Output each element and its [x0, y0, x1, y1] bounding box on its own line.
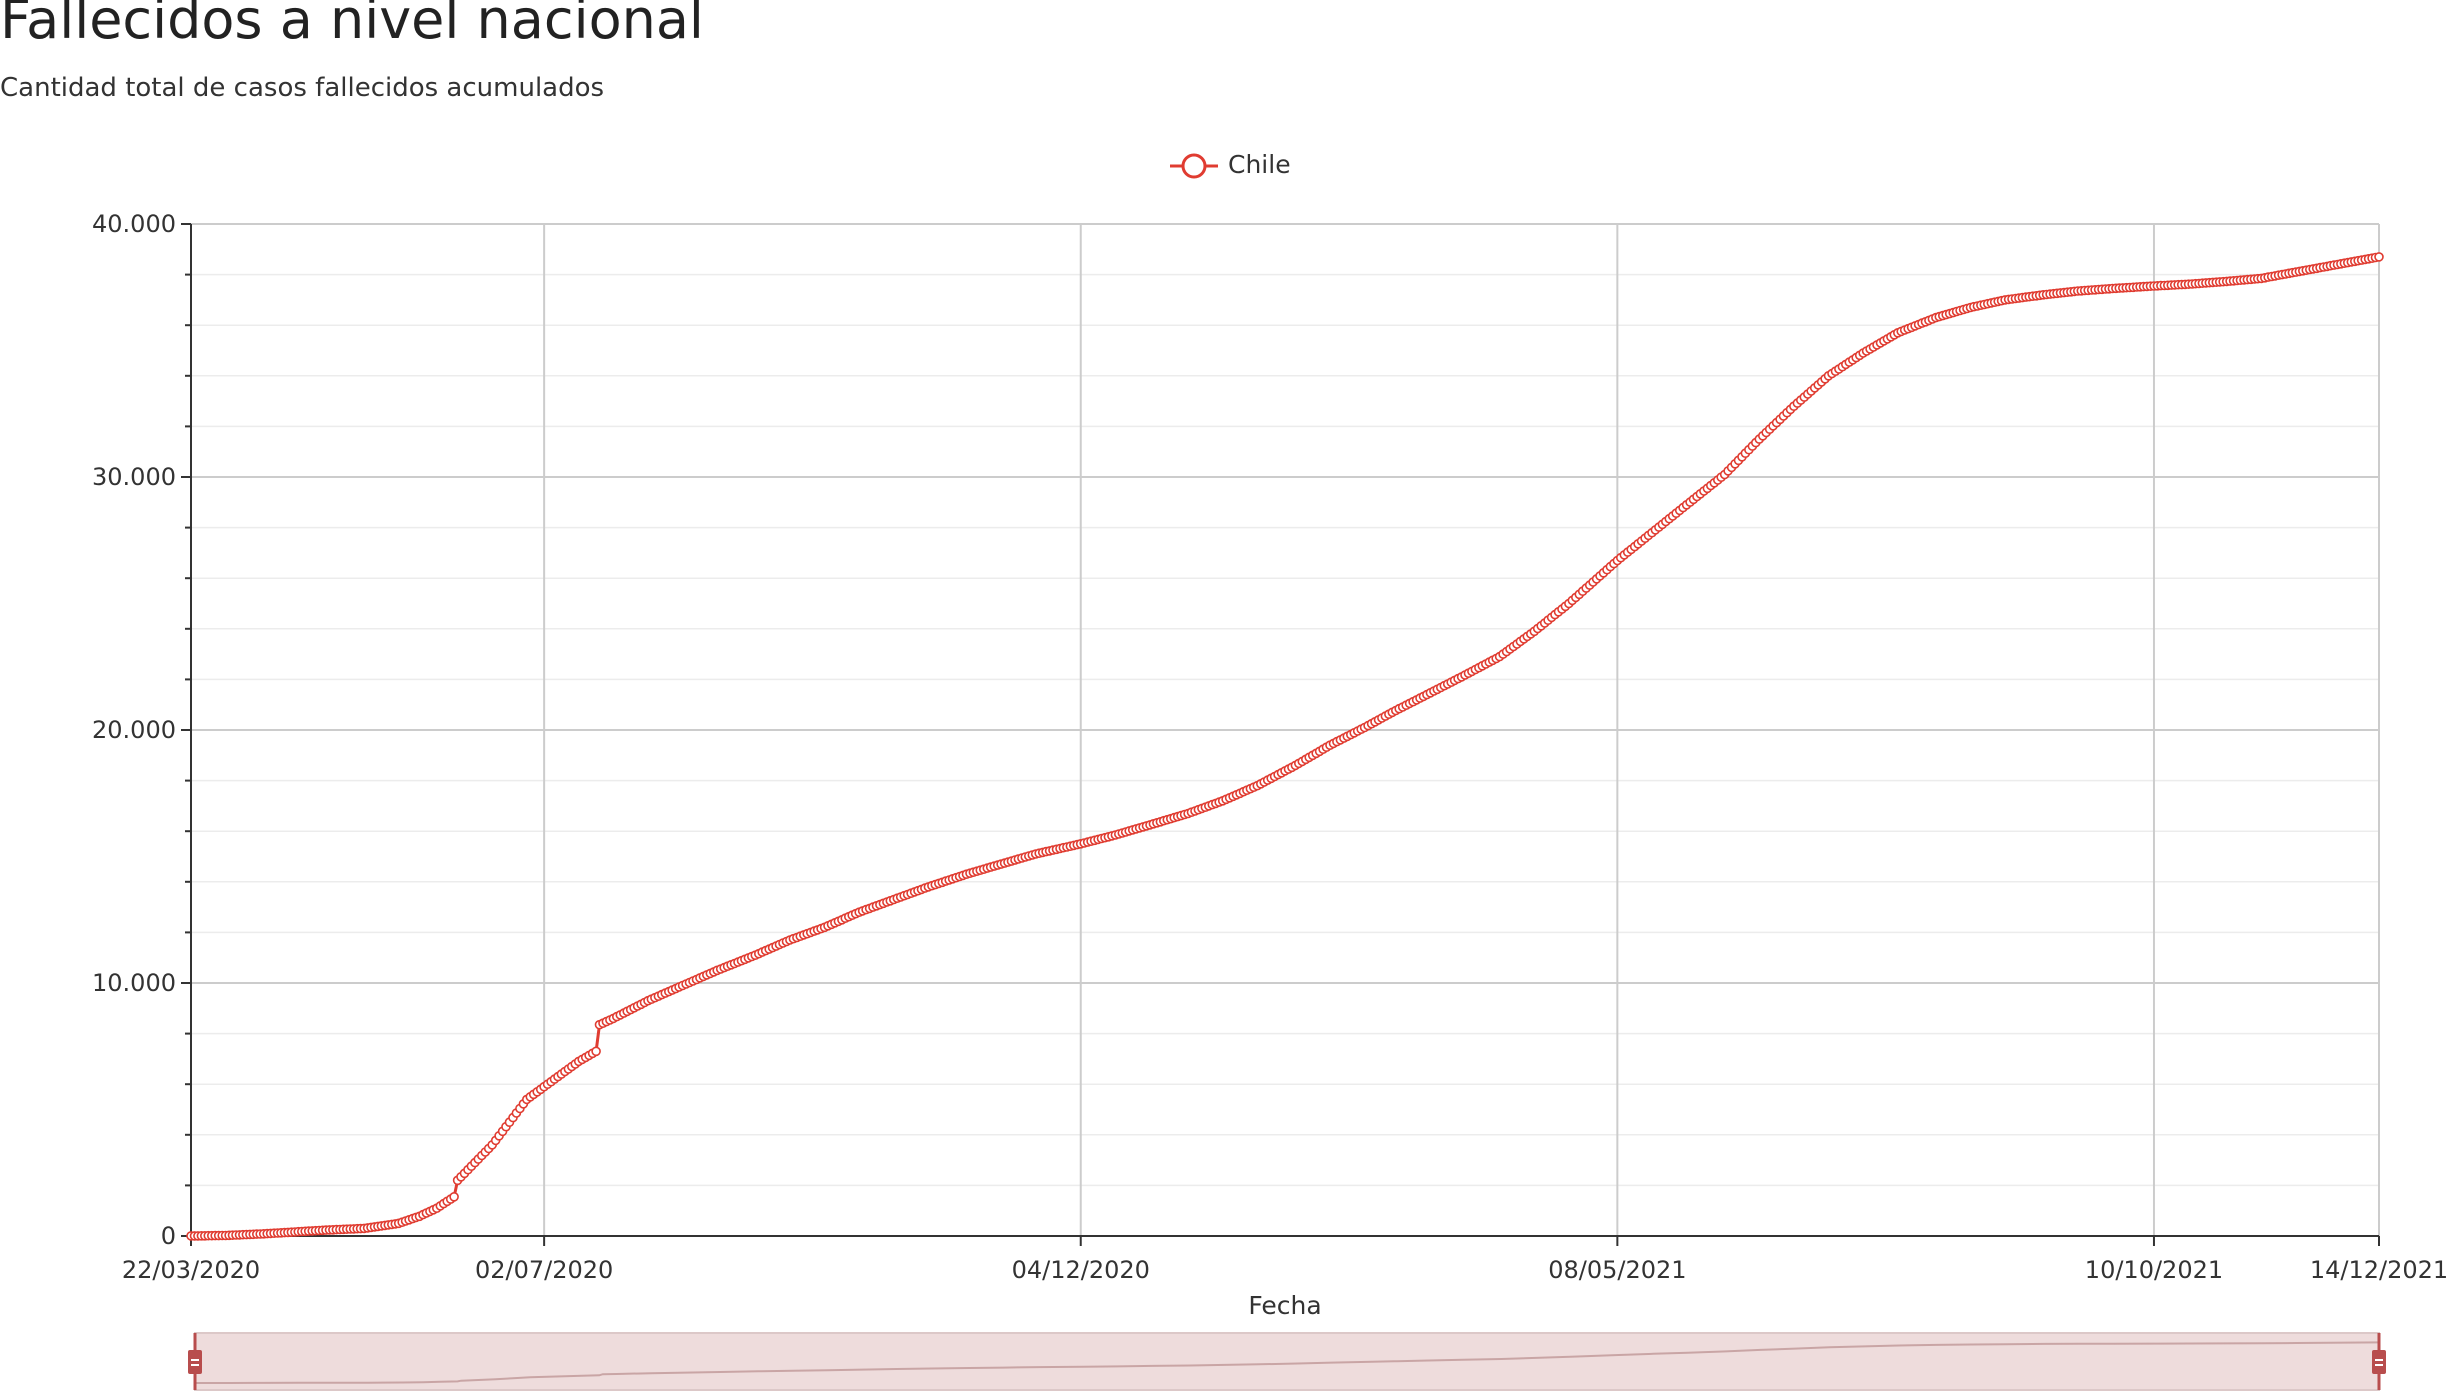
x-tick-label: 04/12/2020	[1012, 1256, 1150, 1284]
y-tick-label: 0	[161, 1222, 176, 1250]
x-tick-label: 02/07/2020	[475, 1256, 613, 1284]
x-axis-ticks: 22/03/2020 02/07/2020 04/12/2020 08/05/2021…	[122, 1236, 2448, 1284]
data-point	[591, 1046, 601, 1057]
series-line-chile	[190, 255, 2380, 1238]
legend-marker	[1181, 153, 1207, 179]
zoom-handle-left[interactable]	[188, 1333, 202, 1390]
zoom-slider-track[interactable]	[194, 1332, 2380, 1391]
series-chile	[186, 252, 2384, 1241]
x-tick-label: 22/03/2020	[122, 1256, 260, 1284]
data-zoom-slider[interactable]	[188, 1332, 2386, 1391]
y-tick-label: 30.000	[92, 463, 176, 491]
x-axis-title: Fecha	[1248, 1291, 1321, 1320]
legend[interactable]: Chile	[1170, 150, 1291, 179]
legend-label-chile: Chile	[1228, 150, 1291, 179]
zoom-handle-right[interactable]	[2372, 1333, 2386, 1390]
x-tick-label: 14/12/2021	[2310, 1256, 2448, 1284]
zoom-preview-line	[195, 1341, 2380, 1384]
x-tick-label: 08/05/2021	[1548, 1256, 1686, 1284]
y-tick-label: 40.000	[92, 210, 176, 238]
y-axis-ticks: 0 10.000 20.000 30.000 40.000	[92, 210, 191, 1250]
grid-lines	[191, 223, 2380, 1237]
data-point	[449, 1192, 459, 1202]
y-tick-label: 20.000	[92, 716, 176, 744]
x-tick-label: 10/10/2021	[2085, 1256, 2223, 1284]
data-point	[2374, 252, 2384, 262]
y-tick-label: 10.000	[92, 969, 176, 997]
chart-subtitle: Cantidad total de casos fallecidos acumu…	[0, 73, 605, 103]
chart-title: Fallecidos a nivel nacional	[0, 0, 704, 51]
